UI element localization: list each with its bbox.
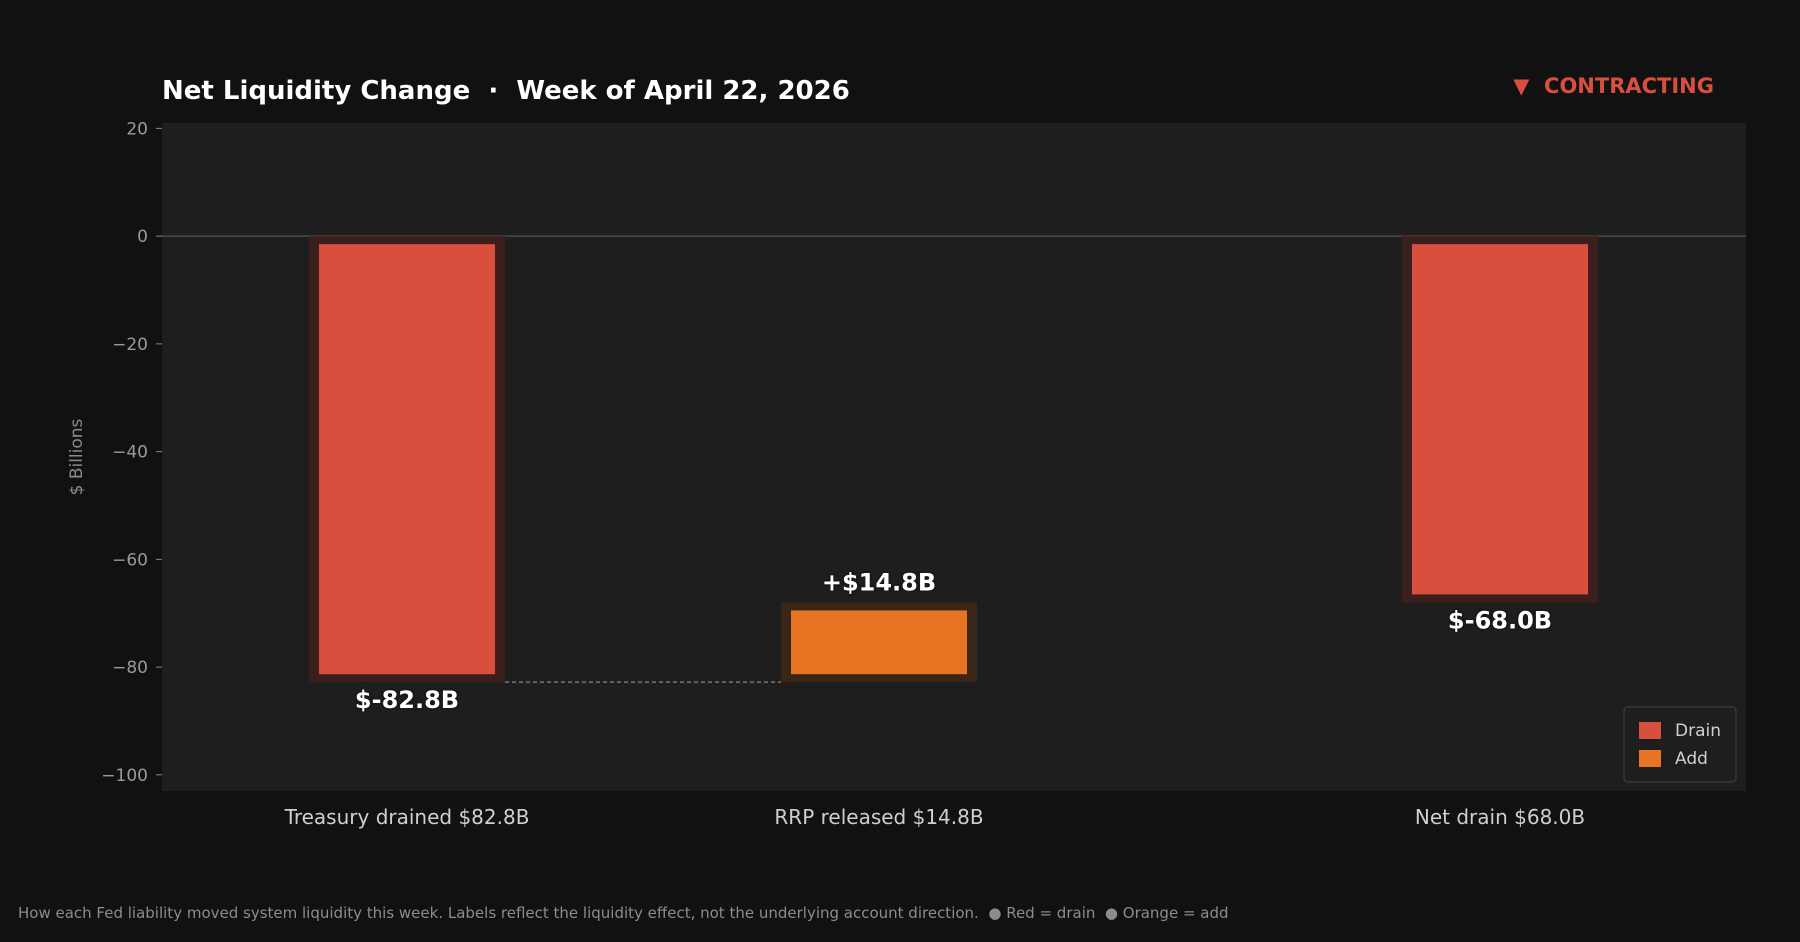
bar-drain	[319, 244, 495, 675]
y-tick-label: −100	[101, 766, 148, 786]
bar-drain	[1412, 244, 1588, 595]
chart-title: Net Liquidity Change · Week of April 22,…	[162, 76, 850, 106]
legend-label: Add	[1675, 749, 1708, 769]
data-label: $-82.8B	[355, 686, 459, 714]
category-label: RRP released $14.8B	[774, 805, 983, 829]
y-tick-label: −20	[112, 335, 148, 355]
y-tick-label: −60	[112, 550, 148, 570]
y-tick-label: −40	[112, 443, 148, 463]
y-tick-label: 20	[126, 119, 148, 139]
y-tick-label: 0	[137, 227, 148, 247]
y-axis-label: $ Billions	[67, 418, 87, 495]
legend: Drain Add	[1623, 706, 1737, 783]
y-tick-label: −80	[112, 658, 148, 678]
legend-box	[1623, 706, 1737, 783]
legend-label: Drain	[1675, 721, 1721, 741]
data-label: $-68.0B	[1448, 606, 1552, 634]
category-label: Treasury drained $82.8B	[284, 805, 530, 829]
bar-add	[791, 610, 967, 675]
category-label: Net drain $68.0B	[1415, 805, 1585, 829]
legend-swatch-drain	[1639, 722, 1661, 739]
footer-caption: How each Fed liability moved system liqu…	[18, 904, 1229, 922]
status-badge: ▼ CONTRACTING	[1513, 74, 1714, 98]
legend-swatch-add	[1639, 750, 1661, 767]
data-label: +$14.8B	[822, 568, 936, 596]
